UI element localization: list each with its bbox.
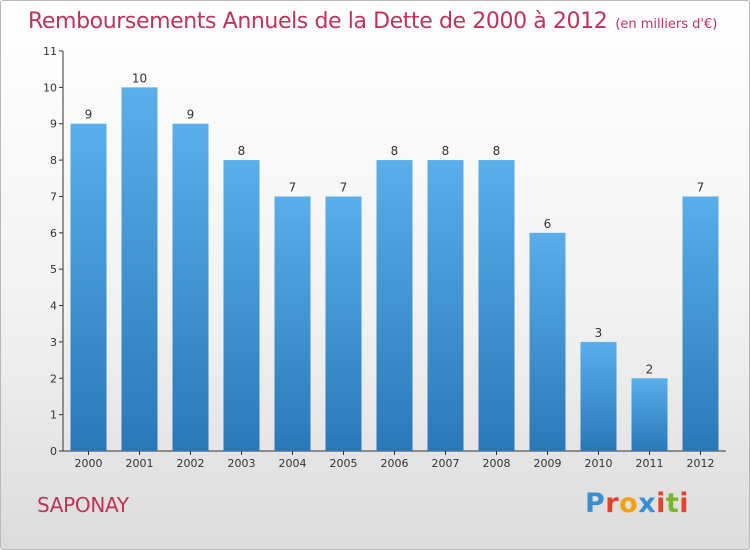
bar bbox=[172, 123, 209, 452]
bar-value-label: 8 bbox=[238, 144, 246, 158]
bar bbox=[631, 378, 668, 451]
bar bbox=[70, 123, 107, 452]
bar bbox=[376, 160, 413, 451]
x-tick-label: 2006 bbox=[381, 457, 409, 470]
x-tick-label: 2005 bbox=[330, 457, 358, 470]
chart-title-text: Remboursements Annuels de la Dette de 20… bbox=[28, 9, 608, 34]
x-tick-label: 2001 bbox=[126, 457, 154, 470]
bar bbox=[274, 196, 311, 451]
bar bbox=[427, 160, 464, 451]
bar-value-label: 3 bbox=[595, 326, 603, 340]
bar-value-label: 9 bbox=[85, 108, 93, 122]
bar bbox=[682, 196, 719, 451]
y-tick-label: 0 bbox=[50, 445, 57, 458]
y-tick-label: 4 bbox=[50, 300, 57, 313]
bar-value-label: 2 bbox=[646, 362, 654, 376]
logo-letter: x bbox=[638, 488, 657, 519]
bar-value-label: 6 bbox=[544, 217, 552, 231]
x-tick-label: 2009 bbox=[534, 457, 562, 470]
y-tick-label: 7 bbox=[50, 190, 57, 203]
x-tick-label: 2003 bbox=[228, 457, 256, 470]
bar-value-label: 10 bbox=[132, 71, 147, 85]
bar bbox=[121, 87, 158, 451]
bar bbox=[478, 160, 515, 451]
logo-letter: i bbox=[656, 488, 666, 519]
x-tick-label: 2000 bbox=[75, 457, 103, 470]
bar-value-label: 7 bbox=[697, 180, 705, 194]
x-tick-label: 2012 bbox=[687, 457, 715, 470]
bar-value-label: 8 bbox=[442, 144, 450, 158]
logo-letter: i bbox=[679, 488, 690, 519]
logo-letter: o bbox=[619, 488, 639, 519]
bar-value-label: 9 bbox=[187, 108, 195, 122]
logo-letter: P bbox=[585, 488, 606, 519]
chart-subtitle: (en milliers d'€) bbox=[615, 17, 718, 32]
y-tick-label: 5 bbox=[50, 263, 57, 276]
y-tick-label: 3 bbox=[50, 336, 57, 349]
bar bbox=[325, 196, 362, 451]
bar-value-label: 8 bbox=[493, 144, 501, 158]
bar-value-label: 7 bbox=[340, 180, 348, 194]
bar-value-label: 8 bbox=[391, 144, 399, 158]
bar-value-label: 7 bbox=[289, 180, 297, 194]
y-tick-label: 9 bbox=[50, 118, 57, 131]
logo-letter: r bbox=[605, 488, 620, 519]
bar bbox=[223, 160, 260, 451]
y-tick-label: 2 bbox=[50, 372, 57, 385]
x-tick-label: 2011 bbox=[636, 457, 664, 470]
y-tick-label: 11 bbox=[43, 45, 57, 58]
y-tick-label: 10 bbox=[43, 81, 57, 94]
y-tick-label: 6 bbox=[50, 227, 57, 240]
chart-title: Remboursements Annuels de la Dette de 20… bbox=[28, 9, 717, 34]
x-tick-label: 2002 bbox=[177, 457, 205, 470]
bar bbox=[529, 232, 566, 451]
x-tick-label: 2004 bbox=[279, 457, 307, 470]
bar bbox=[580, 341, 617, 451]
city-name: SAPONAY bbox=[37, 493, 129, 517]
y-tick-label: 8 bbox=[50, 154, 57, 167]
proxiti-logo[interactable]: Proxiti bbox=[585, 488, 689, 519]
x-tick-label: 2007 bbox=[432, 457, 460, 470]
y-tick-label: 1 bbox=[50, 409, 57, 422]
x-tick-label: 2008 bbox=[483, 457, 511, 470]
x-tick-label: 2010 bbox=[585, 457, 613, 470]
logo-letter: t bbox=[665, 488, 680, 519]
